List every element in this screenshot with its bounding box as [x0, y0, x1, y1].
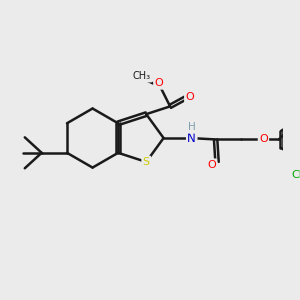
Text: O: O [259, 134, 268, 145]
Text: S: S [143, 157, 150, 167]
Text: O: O [185, 92, 194, 101]
Text: Cl: Cl [291, 170, 300, 180]
Text: CH₃: CH₃ [133, 71, 151, 81]
Text: N: N [187, 131, 196, 145]
Text: O: O [207, 160, 216, 170]
Text: O: O [154, 78, 163, 88]
Text: H: H [188, 122, 196, 132]
